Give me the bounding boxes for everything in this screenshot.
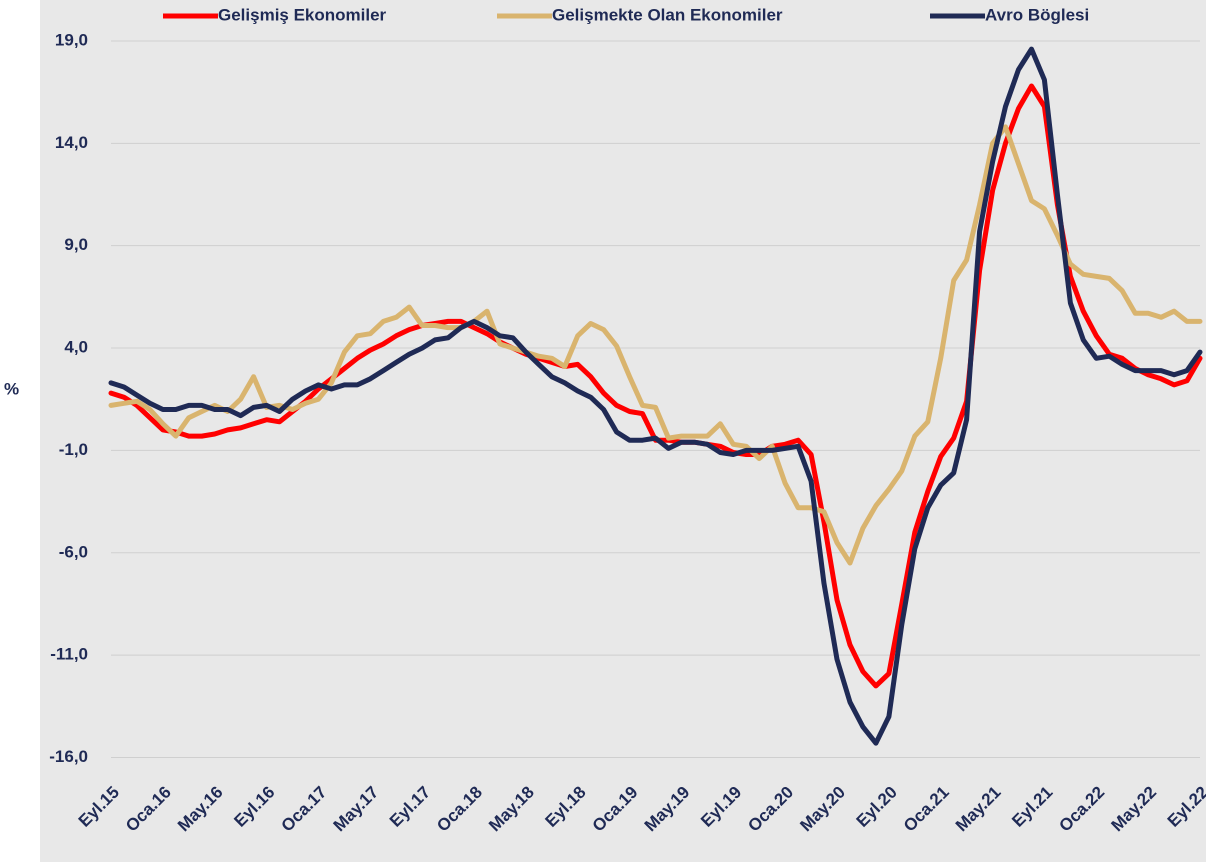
y-tick-label: 9,0 [64,235,88,254]
legend-label: Gelişmiş Ekonomiler [218,5,387,24]
y-tick-label: -16,0 [49,747,88,766]
y-axis-label: % [4,379,19,398]
plot-background [40,0,1206,862]
legend-label: Avro Böglesi [985,5,1089,24]
series-line [108,124,1203,566]
y-tick-label: -11,0 [50,645,88,664]
y-tick-label: -1,0 [59,440,88,459]
legend-label: Gelişmekte Olan Ekonomiler [552,5,783,24]
y-tick-label: 4,0 [64,338,88,357]
y-tick-label: 14,0 [55,133,88,152]
y-tick-label: 19,0 [55,30,88,49]
y-tick-label: -6,0 [59,542,88,561]
series-line [108,46,1203,746]
